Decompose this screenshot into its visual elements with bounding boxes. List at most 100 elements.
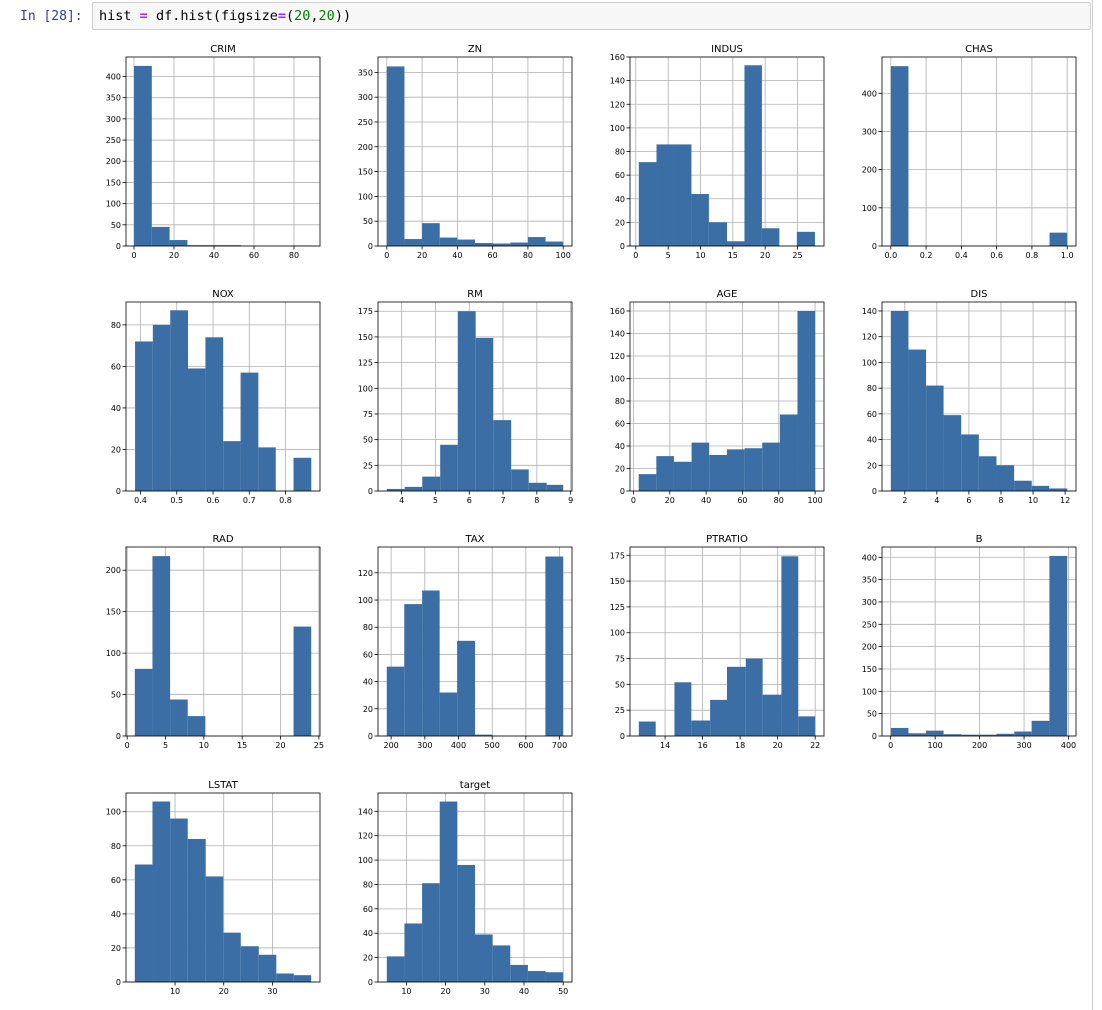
x-tick-label: 5	[433, 496, 438, 505]
y-tick-label: 350	[358, 68, 373, 77]
y-tick-label: 120	[358, 569, 373, 578]
code-cell-input[interactable]: hist = df.hist(figsize=(20,20))	[92, 2, 1091, 30]
y-tick-label: 100	[358, 192, 373, 201]
subplot-title: ZN	[468, 44, 482, 55]
x-tick-label: 30	[480, 987, 490, 996]
histogram-bar	[943, 734, 962, 736]
histogram-bar	[386, 66, 405, 246]
histogram-bar	[673, 144, 692, 246]
histogram-bar	[240, 372, 259, 491]
histogram-b: 0 100 200 300 400 0 50 100 150 200 250 300 350 400 B	[842, 531, 1086, 754]
histogram-bar	[293, 975, 312, 982]
y-tick-label: 100	[862, 687, 877, 696]
histogram-bar	[890, 66, 909, 246]
histogram-bar	[1049, 488, 1068, 491]
histogram-svg: 10 20 30 0 20 40 60 80 100 LSTAT	[106, 780, 321, 996]
y-tick-label: 200	[358, 143, 373, 152]
y-tick-label: 40	[615, 195, 625, 204]
y-tick-label: 0	[620, 732, 625, 741]
cell-prompt: In [28]:	[20, 9, 83, 24]
histogram-bar	[404, 239, 423, 246]
y-tick-label: 200	[106, 157, 121, 166]
histogram-bar	[943, 415, 962, 491]
histogram-bar	[170, 310, 189, 491]
histogram-bar	[1031, 720, 1050, 736]
y-tick-label: 300	[358, 93, 373, 102]
axes-frame	[881, 56, 1077, 247]
histogram-bar	[134, 864, 153, 982]
histogram-nox: 0.4 0.5 0.6 0.7 0.8 0 20 40 60 80 NOX	[86, 286, 330, 509]
histogram-bar	[528, 482, 547, 491]
y-tick-label: 60	[111, 362, 121, 371]
code-number-2: 20	[318, 8, 335, 24]
y-tick-label: 100	[106, 808, 121, 817]
y-tick-label: 40	[363, 929, 373, 938]
x-tick-label: 0.4	[955, 251, 968, 260]
histogram-bar	[727, 666, 746, 736]
y-tick-label: 20	[363, 954, 373, 963]
subplot-title: RAD	[212, 534, 233, 545]
y-tick-label: 80	[615, 397, 625, 406]
histogram-bar	[187, 838, 206, 982]
x-tick-label: 0.5	[170, 496, 183, 505]
axes-frame	[629, 301, 825, 492]
histogram-bar	[761, 228, 780, 246]
x-tick-label: 200	[972, 741, 987, 750]
x-tick-label: 16	[698, 741, 708, 750]
y-tick-label: 400	[106, 72, 121, 81]
x-tick-label: 1.0	[1061, 251, 1074, 260]
histogram-bar	[638, 474, 657, 491]
y-tick-label: 150	[862, 665, 877, 674]
histogram-bar	[527, 971, 546, 982]
x-tick-label: 12	[1060, 496, 1070, 505]
y-tick-label: 150	[358, 333, 373, 342]
y-tick-label: 175	[610, 551, 625, 560]
y-tick-label: 80	[867, 384, 877, 393]
axes-frame	[125, 546, 321, 737]
histogram-svg: 14 16 18 20 22 0 25 50 75 100 125 150 175 PTRATIO	[610, 534, 825, 750]
x-tick-label: 25	[792, 251, 802, 260]
histogram-svg: 0 5 10 15 20 25 0 20 40 60 80 100 120 140 160 INDUS	[610, 44, 825, 260]
histogram-bar	[386, 488, 405, 491]
histogram-bar	[781, 556, 799, 736]
x-tick-label: 400	[1061, 741, 1076, 750]
subplot-title: TAX	[464, 534, 484, 545]
code-var: hist	[99, 8, 132, 24]
code-operator: =	[139, 8, 148, 24]
x-tick-label: 0	[125, 741, 130, 750]
y-tick-label: 150	[610, 577, 625, 586]
histogram-bar	[187, 245, 206, 246]
histogram-bar	[422, 476, 441, 491]
x-tick-label: 4	[399, 496, 404, 505]
y-tick-label: 0	[368, 978, 373, 987]
histogram-bar	[656, 144, 674, 246]
x-tick-label: 700	[552, 741, 567, 750]
histogram-bar	[961, 434, 979, 491]
histogram-bar	[978, 456, 997, 491]
y-tick-label: 40	[111, 910, 121, 919]
y-tick-label: 75	[363, 410, 373, 419]
x-tick-label: 100	[927, 741, 942, 750]
y-tick-label: 0	[368, 487, 373, 496]
x-tick-label: 60	[737, 496, 747, 505]
histogram-bar	[493, 420, 512, 491]
x-tick-label: 25	[314, 741, 324, 750]
y-tick-label: 75	[615, 655, 625, 664]
y-tick-label: 160	[610, 307, 625, 316]
y-tick-label: 20	[363, 705, 373, 714]
y-tick-label: 80	[111, 321, 121, 330]
y-tick-label: 60	[363, 650, 373, 659]
y-tick-label: 120	[610, 100, 625, 109]
y-tick-label: 250	[358, 118, 373, 127]
x-tick-label: 0.2	[920, 251, 933, 260]
histogram-bar	[638, 162, 657, 246]
y-tick-label: 0	[872, 487, 877, 496]
histogram-svg: 0 100 200 300 400 0 50 100 150 200 250 300 350 400 B	[862, 534, 1077, 750]
histogram-age: 0 20 40 60 80 100 0 20 40 60 80 100 120 140 160 AGE	[590, 286, 834, 509]
y-tick-label: 50	[111, 221, 121, 230]
y-tick-label: 400	[862, 89, 877, 98]
y-tick-label: 300	[862, 127, 877, 136]
histogram-bar	[527, 237, 546, 246]
histogram-bar	[673, 461, 692, 491]
